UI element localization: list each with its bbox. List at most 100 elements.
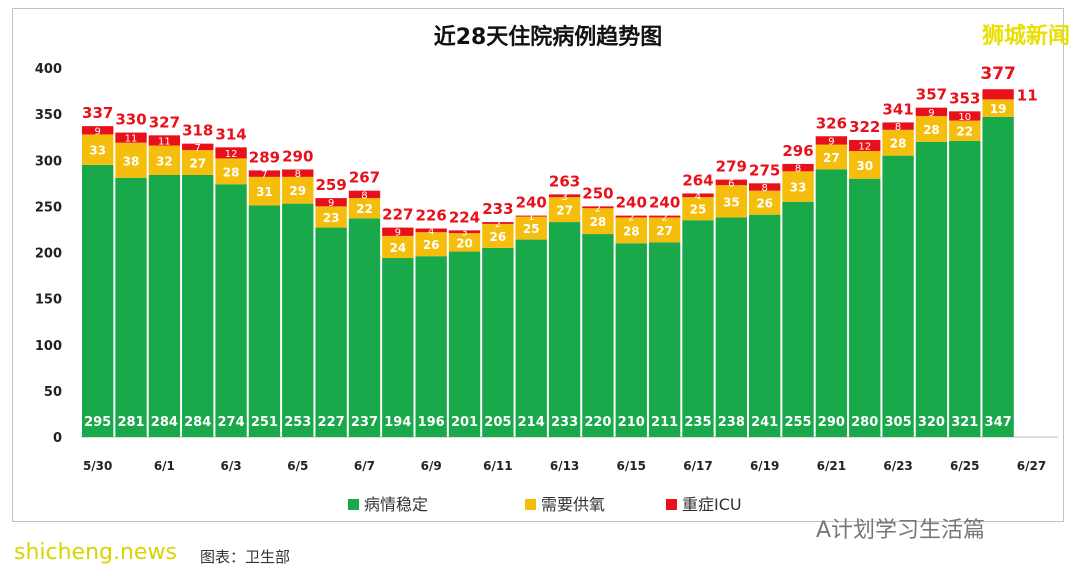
data-label: 251 bbox=[251, 415, 278, 430]
bar-segment-stable bbox=[282, 203, 314, 437]
bar-segment-oxygen bbox=[482, 223, 514, 248]
data-label: 30 bbox=[856, 159, 873, 173]
total-label: 290 bbox=[282, 147, 313, 165]
bar-segment-stable bbox=[615, 243, 647, 437]
data-label: 27 bbox=[189, 157, 206, 171]
total-label: 353 bbox=[949, 89, 980, 107]
data-label: 1 bbox=[528, 212, 534, 223]
x-tick-label: 6/11 bbox=[483, 459, 512, 473]
data-label: 9 bbox=[828, 136, 834, 147]
bar-segment-stable bbox=[749, 214, 781, 437]
bar-segment-icu bbox=[815, 136, 848, 145]
data-label: 26 bbox=[756, 197, 773, 211]
data-label: 347 bbox=[985, 415, 1012, 430]
y-tick-label: 250 bbox=[35, 200, 62, 215]
data-label: 33 bbox=[790, 181, 807, 195]
bar-segment-icu bbox=[315, 198, 347, 207]
data-label: 28 bbox=[890, 137, 907, 151]
bar-segment-icu bbox=[682, 193, 714, 198]
data-label: 4 bbox=[695, 191, 701, 202]
bar-segment-stable bbox=[315, 227, 347, 437]
bar-segment-stable bbox=[815, 169, 848, 437]
y-tick-label: 0 bbox=[53, 431, 62, 446]
total-label: 279 bbox=[716, 158, 747, 176]
bar-segment-icu bbox=[248, 170, 281, 177]
bar-segment-icu bbox=[115, 132, 147, 143]
bar-segment-oxygen bbox=[815, 144, 848, 170]
total-label: 326 bbox=[816, 114, 847, 132]
bar-segment-icu bbox=[182, 143, 214, 151]
bar-segment-stable bbox=[348, 218, 381, 437]
bar-segment-oxygen bbox=[515, 216, 547, 240]
data-label: 4 bbox=[428, 226, 434, 237]
bar-segment-oxygen bbox=[448, 233, 481, 252]
y-tick-label: 350 bbox=[35, 108, 62, 123]
bar-segment-icu bbox=[749, 183, 781, 191]
data-label: 11 bbox=[1017, 86, 1038, 104]
bar-segment-icu bbox=[515, 215, 547, 217]
total-label: 289 bbox=[249, 148, 280, 166]
y-tick-label: 200 bbox=[35, 247, 62, 262]
total-label: 275 bbox=[749, 161, 780, 179]
x-tick-label: 6/23 bbox=[883, 459, 912, 473]
x-tick-label: 5/30 bbox=[83, 459, 112, 473]
bar-segment-oxygen bbox=[315, 206, 347, 228]
bar-segment-stable bbox=[382, 258, 414, 437]
bar-segment-icu bbox=[482, 222, 514, 224]
data-label: 8 bbox=[795, 164, 801, 175]
data-label: 274 bbox=[218, 415, 245, 430]
total-label: 296 bbox=[782, 142, 813, 160]
total-label: 224 bbox=[449, 208, 480, 226]
data-label: 11 bbox=[158, 136, 171, 147]
bar-segment-oxygen bbox=[782, 171, 814, 202]
data-label: 321 bbox=[951, 415, 978, 430]
data-label: 7 bbox=[195, 143, 201, 154]
y-tick-label: 150 bbox=[35, 293, 62, 308]
bar-segment-icu bbox=[849, 139, 881, 152]
bar-segment-stable bbox=[148, 175, 181, 437]
legend-label: 需要供氧 bbox=[541, 495, 605, 514]
total-label: 250 bbox=[582, 184, 613, 202]
data-label: 8 bbox=[361, 190, 367, 201]
data-label: 8 bbox=[895, 122, 901, 133]
total-label: 377 bbox=[980, 64, 1016, 84]
data-label: 238 bbox=[718, 415, 745, 430]
bar-segment-icu bbox=[882, 122, 914, 130]
data-label: 280 bbox=[851, 415, 878, 430]
legend-label: 病情稳定 bbox=[364, 495, 428, 514]
bar-segment-stable bbox=[115, 177, 147, 437]
bar-segment-oxygen bbox=[382, 235, 414, 259]
data-label: 196 bbox=[418, 415, 445, 430]
data-label: 255 bbox=[784, 415, 811, 430]
total-label: 322 bbox=[849, 118, 880, 136]
bar-segment-stable bbox=[882, 155, 914, 437]
bar-segment-icu bbox=[982, 89, 1014, 100]
bar-segment-oxygen bbox=[82, 134, 114, 165]
total-label: 318 bbox=[182, 122, 213, 140]
data-label: 12 bbox=[858, 141, 871, 152]
data-label: 210 bbox=[618, 415, 645, 430]
x-tick-label: 6/25 bbox=[950, 459, 979, 473]
total-label: 227 bbox=[382, 206, 413, 224]
data-label: 237 bbox=[351, 415, 378, 430]
data-label: 205 bbox=[484, 415, 511, 430]
bar-segment-stable bbox=[215, 184, 247, 437]
x-tick-label: 6/5 bbox=[287, 459, 308, 473]
data-label: 22 bbox=[956, 125, 973, 139]
bar-segment-stable bbox=[415, 256, 447, 437]
data-label: 201 bbox=[451, 415, 478, 430]
bar-segment-stable bbox=[682, 220, 714, 437]
bar-segment-stable bbox=[949, 140, 981, 437]
data-label: 8 bbox=[761, 183, 767, 194]
data-label: 19 bbox=[990, 102, 1007, 116]
data-label: 33 bbox=[89, 144, 106, 158]
bar-segment-stable bbox=[648, 242, 681, 437]
bar-segment-stable bbox=[448, 251, 481, 437]
total-label: 233 bbox=[482, 200, 513, 218]
data-label: 284 bbox=[184, 415, 211, 430]
bar-segment-stable bbox=[482, 247, 514, 437]
total-label: 337 bbox=[82, 104, 113, 122]
bar-segment-oxygen bbox=[849, 151, 881, 179]
data-label: 12 bbox=[225, 149, 238, 160]
